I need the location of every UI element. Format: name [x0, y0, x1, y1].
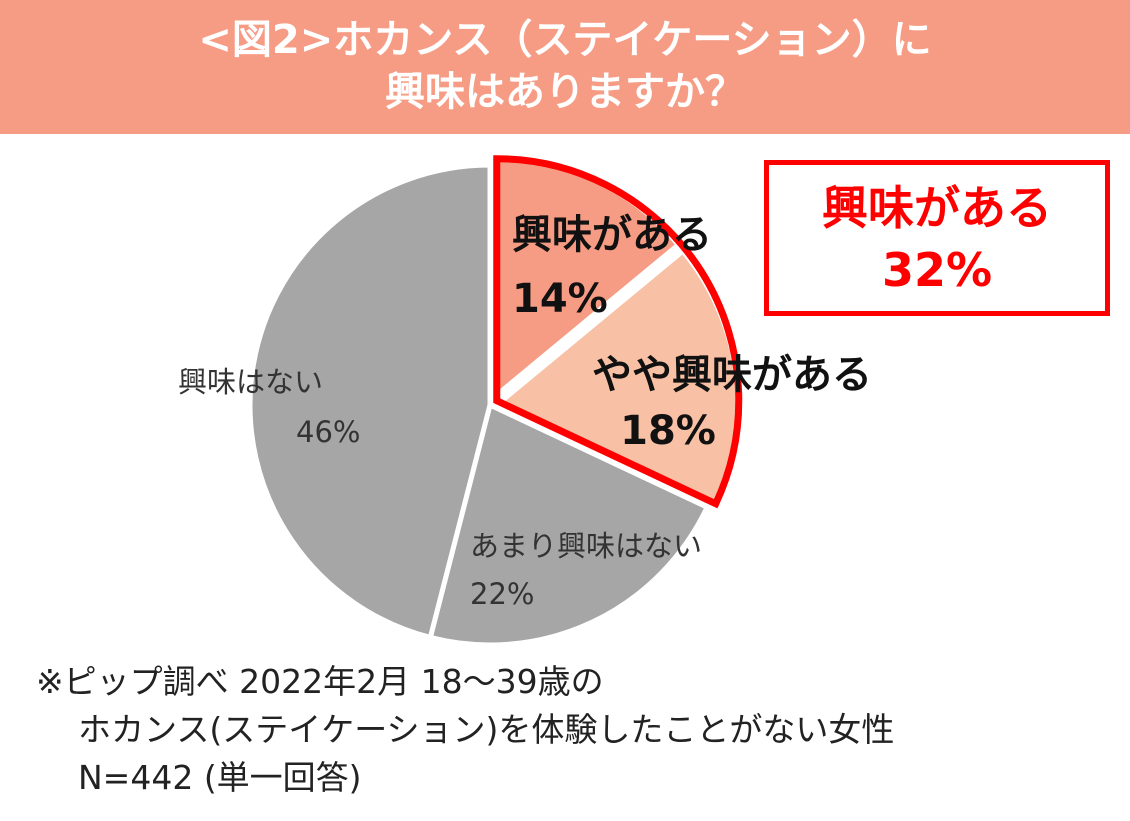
pie-chart: 興味がある 14% やや興味がある 18% あまり興味はない 22% 興味はない 46% [178, 155, 872, 648]
slice-label: 興味はない [178, 365, 323, 399]
summary-box: 興味がある 32% [764, 160, 1110, 316]
title-line-2: 興味はありますか？ [385, 69, 745, 115]
pie-slice [427, 401, 711, 648]
footnote-line-2: ホカンス(ステイケーション)を体験したことがない女性 [78, 710, 895, 749]
slice-value-label: 46% [296, 415, 360, 449]
slice-label: あまり興味はない [470, 529, 702, 563]
slice-value-label: 22% [470, 577, 534, 611]
pie-slice [247, 162, 493, 641]
summary-label: 興味がある [822, 181, 1052, 235]
slice-label: やや興味がある [592, 352, 872, 398]
slice-label: 興味がある [512, 212, 712, 258]
slice-value-label: 18% [620, 408, 716, 454]
footnote: ※ピップ調べ 2022年2月 18〜39歳の ホカンス(ステイケーション)を体験… [36, 658, 1126, 802]
footnote-line-3: N=442 (単一回答) [78, 758, 362, 797]
chart-title: <図2>ホカンス（ステイケーション）に 興味はありますか？ [0, 0, 1130, 134]
title-line-1: <図2>ホカンス（ステイケーション）に [198, 17, 932, 63]
footnote-line-1: ※ピップ調べ 2022年2月 18〜39歳の [36, 662, 604, 701]
slice-value-label: 14% [512, 276, 608, 322]
summary-value: 32% [881, 243, 993, 297]
highlight-outline [493, 155, 743, 509]
